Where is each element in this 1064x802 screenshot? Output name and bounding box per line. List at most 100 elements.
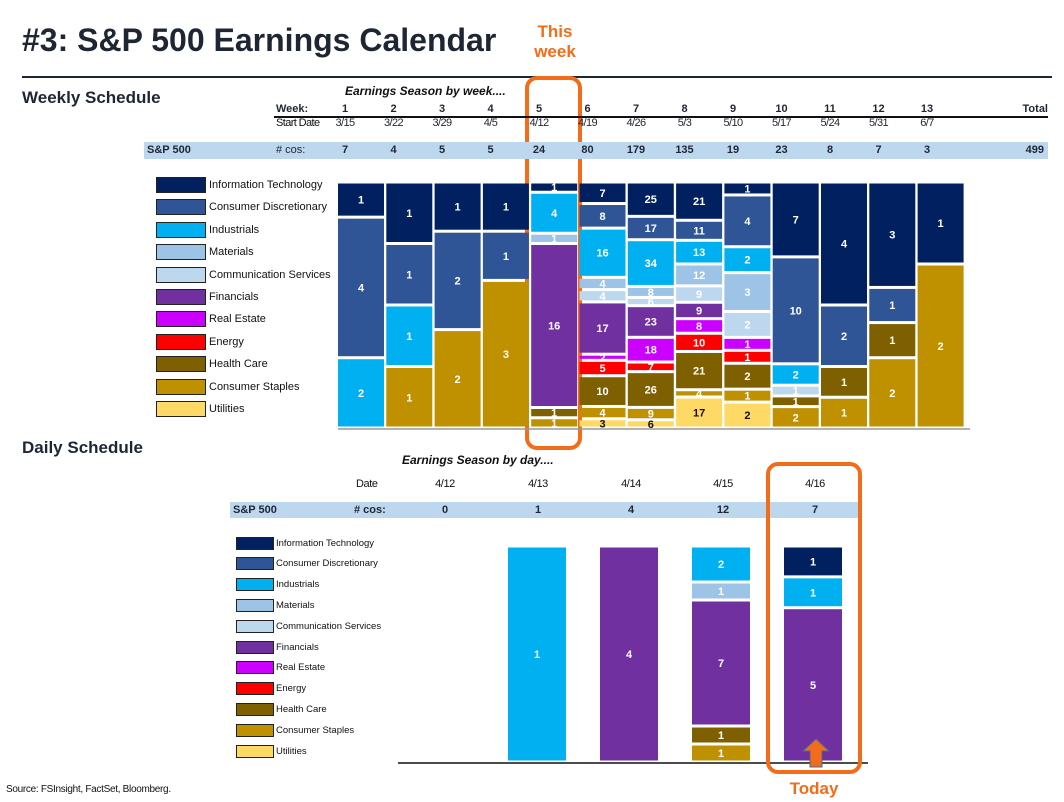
bar-segment: [724, 274, 771, 310]
legend-item: Consumer Staples: [156, 378, 300, 396]
legend-label: Consumer Discretionary: [209, 201, 327, 214]
bar-segment: [531, 245, 578, 406]
day-date: 4/14: [621, 478, 641, 490]
bar-segment: [676, 334, 723, 350]
bar-data-label: 23: [645, 316, 657, 328]
bar-segment: [772, 397, 819, 406]
week-count: 7: [875, 144, 882, 156]
daily-section-title: Daily Schedule: [22, 438, 143, 457]
legend-label: Utilities: [276, 745, 307, 757]
bar-segment: [627, 183, 674, 215]
legend-item: Industrials: [156, 221, 259, 239]
bar-data-label: 7: [793, 214, 799, 226]
legend-item: Information Technology: [236, 534, 374, 552]
bar-segment: [724, 248, 771, 272]
week-label: Week:: [276, 103, 309, 115]
week-start-date: 3/15: [335, 117, 355, 129]
bar-segment: [869, 324, 916, 357]
bar-data-label: 1: [551, 408, 557, 420]
week-count: 7: [341, 144, 349, 156]
week-start-date: 3/22: [383, 117, 404, 129]
legend-item: Energy: [156, 333, 244, 351]
bar-data-label: 8: [648, 287, 654, 299]
bar-segment: [434, 331, 481, 427]
bar-data-label: 2: [718, 559, 724, 571]
week-count: 135: [675, 144, 694, 156]
bar-data-label: 7: [599, 188, 605, 200]
bar-data-label: 1: [744, 391, 750, 403]
daily-index-label: S&P 500: [233, 504, 277, 516]
week-start-date: 5/17: [771, 117, 792, 129]
bar-data-label: 1: [551, 418, 557, 430]
legend-item: Materials: [156, 243, 254, 261]
legend-item: Financials: [156, 288, 259, 306]
weekly-index-label: S&P 500: [147, 144, 191, 156]
bar-segment: [579, 291, 626, 301]
week-count: 23: [775, 144, 788, 156]
bar-data-label: 25: [645, 194, 657, 206]
legend-item: Consumer Staples: [236, 721, 354, 739]
bar-data-label: 16: [548, 321, 560, 333]
legend-label: Information Technology: [276, 537, 375, 549]
week-number: 9: [729, 103, 737, 115]
bar-data-label: 16: [596, 248, 608, 260]
bar-segment: [869, 288, 916, 322]
bar-data-label: 1: [718, 748, 724, 760]
bar-segment: [600, 547, 658, 761]
bar-data-label: 9: [696, 305, 702, 317]
week-count: 3: [923, 144, 931, 156]
bar-data-label: 26: [645, 385, 657, 397]
legend-item: Utilities: [236, 742, 307, 760]
weekly-subtitle: Earnings Season by week....: [345, 84, 506, 98]
bar-segment: [579, 278, 626, 289]
legend-swatch: [236, 702, 274, 716]
bar-data-label: 17: [596, 323, 608, 335]
legend-label: Communication Services: [276, 620, 382, 632]
bar-segment: [579, 377, 626, 405]
bar-data-label: 1: [406, 208, 412, 220]
week-start-date: 5/10: [723, 117, 743, 129]
week-number: 1: [341, 103, 349, 115]
bar-data-label: 2: [744, 255, 750, 267]
legend-label: Industrials: [209, 223, 260, 236]
day-count: 4: [627, 504, 635, 516]
week-start-date: 6/7: [920, 117, 934, 129]
legend-item: Energy: [236, 680, 306, 698]
legend-swatch: [156, 244, 206, 261]
bar-data-label: 1: [406, 331, 412, 343]
bar-data-label: 2: [889, 388, 895, 400]
bar-data-label: 1: [406, 269, 412, 281]
bar-segment: [724, 312, 771, 336]
bar-segment: [627, 363, 674, 371]
bar-segment: [579, 303, 626, 353]
bar-segment: [482, 183, 529, 230]
bar-data-label: 1: [718, 730, 724, 742]
week-number: 11: [824, 103, 836, 115]
weekly-chart: 1421111122113141161178164417251043251734…: [338, 182, 970, 431]
legend-swatch: [236, 682, 274, 696]
bar-data-label: 10: [596, 386, 608, 398]
bar-data-label: 4: [626, 649, 633, 661]
bar-data-label: 1: [503, 251, 509, 263]
bar-segment: [724, 364, 771, 388]
bar-data-label: 5: [810, 680, 816, 692]
bar-segment: [784, 578, 842, 607]
legend-swatch: [236, 723, 274, 737]
daily-count-band: S&P 500 # cos:: [230, 502, 860, 518]
bar-data-label: 1: [841, 408, 847, 420]
bar-segment: [579, 229, 626, 276]
week-count: 24: [532, 144, 546, 156]
legend-item: Industrials: [236, 576, 319, 594]
legend-item: Health Care: [156, 355, 268, 373]
bar-data-label: 3: [889, 230, 895, 242]
bar-segment: [676, 183, 723, 219]
legend-swatch: [156, 289, 206, 305]
bar-segment: [784, 547, 842, 576]
bar-segment: [386, 368, 433, 427]
legend-label: Real Estate: [276, 662, 326, 674]
legend-item: Utilities: [156, 400, 244, 418]
bar-data-label: 1: [810, 556, 816, 568]
bar-segment: [724, 196, 771, 246]
bar-segment: [338, 218, 384, 357]
week-number: 10: [775, 103, 788, 115]
